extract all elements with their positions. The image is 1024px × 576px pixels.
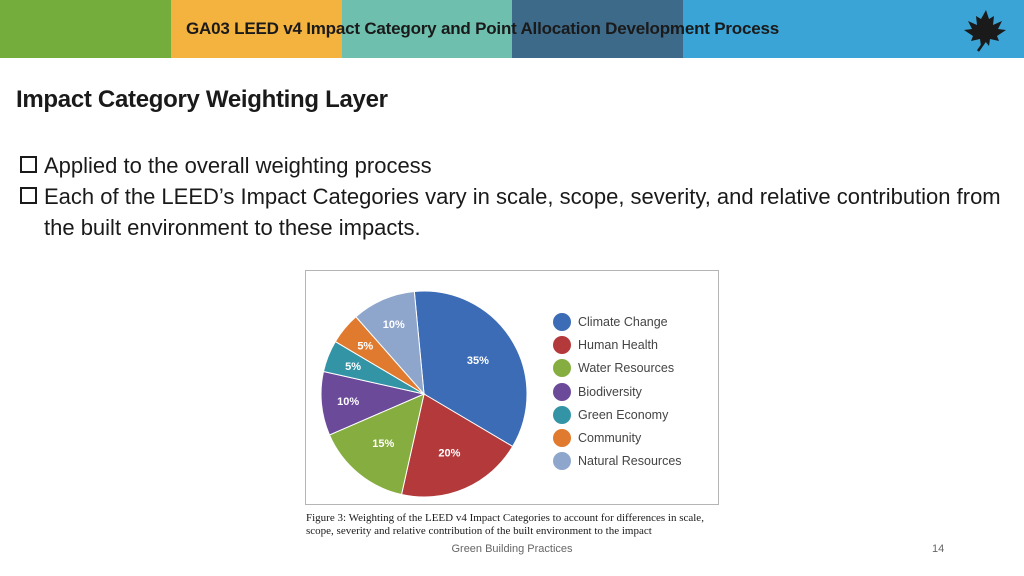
maple-leaf-icon (964, 10, 1006, 52)
bullet-item: Applied to the overall weighting process (18, 150, 1008, 181)
pie-slice-label: 15% (372, 438, 394, 450)
chart-legend: Climate Change Human Health Water Resource… (553, 313, 682, 475)
bullet-text: Each of the LEED’s Impact Categories var… (44, 184, 1001, 240)
pie-slice-label: 10% (337, 396, 359, 408)
pie-slice (355, 290, 425, 396)
header-segment-teal (342, 0, 512, 58)
bullet-list: Applied to the overall weighting process… (18, 150, 1008, 243)
checkbox-bullet-icon (20, 156, 37, 173)
header-segment-orange (171, 0, 342, 58)
legend-swatch (553, 382, 571, 401)
pie-slice (328, 393, 425, 496)
pie-slice-label: 35% (467, 355, 489, 367)
legend-label: Human Health (578, 338, 658, 353)
legend-item: Biodiversity (553, 382, 682, 406)
legend-label: Green Economy (578, 407, 669, 422)
legend-swatch (553, 336, 571, 355)
footer-text: Green Building Practices (451, 543, 573, 555)
legend-swatch (553, 359, 571, 378)
legend-label: Community (578, 430, 642, 445)
legend-item: Climate Change (553, 313, 682, 336)
checkbox-bullet-icon (20, 187, 37, 204)
legend-item: Human Health (553, 336, 682, 359)
header-segment-blue (683, 0, 1024, 58)
legend-label: Climate Change (578, 315, 668, 329)
pie-slice (413, 290, 528, 448)
pie-slice-label: 5% (357, 340, 373, 352)
legend-swatch (553, 405, 571, 424)
pie-slice (400, 393, 514, 498)
legend-item: Water Resources (553, 359, 682, 382)
page-number: 14 (932, 543, 945, 555)
legend-swatch (553, 452, 571, 471)
legend-swatch (553, 313, 571, 331)
header-segment-navy (512, 0, 683, 58)
header-title: GA03 LEED v4 Impact Category and Point A… (186, 19, 780, 38)
bullet-text: Applied to the overall weighting process (44, 153, 432, 178)
figure-frame: 35% 20% 15% 10% 5% 5% 10% Climate Change Human … (305, 270, 719, 505)
legend-label: Biodiversity (578, 384, 642, 399)
pie-slice-label: 5% (345, 361, 361, 373)
header-segment-green (0, 0, 171, 58)
pie-slice-label: 20% (438, 448, 460, 460)
bullet-item: Each of the LEED’s Impact Categories var… (18, 181, 1008, 243)
legend-item: Community (553, 428, 682, 452)
legend-label: Water Resources (578, 361, 675, 376)
legend-item: Green Economy (553, 405, 682, 429)
slide-title: Impact Category Weighting Layer (16, 86, 388, 113)
legend-label: Natural Resources (578, 454, 682, 469)
pie-chart: 35% 20% 15% 10% 5% 5% 10% (320, 290, 528, 498)
pie-slice-label: 10% (383, 319, 405, 331)
header-color-bar (0, 0, 1024, 58)
legend-item: Natural Resources (553, 452, 682, 475)
legend-swatch (553, 428, 571, 447)
figure-caption: Figure 3: Weighting of the LEED v4 Impac… (306, 512, 704, 537)
